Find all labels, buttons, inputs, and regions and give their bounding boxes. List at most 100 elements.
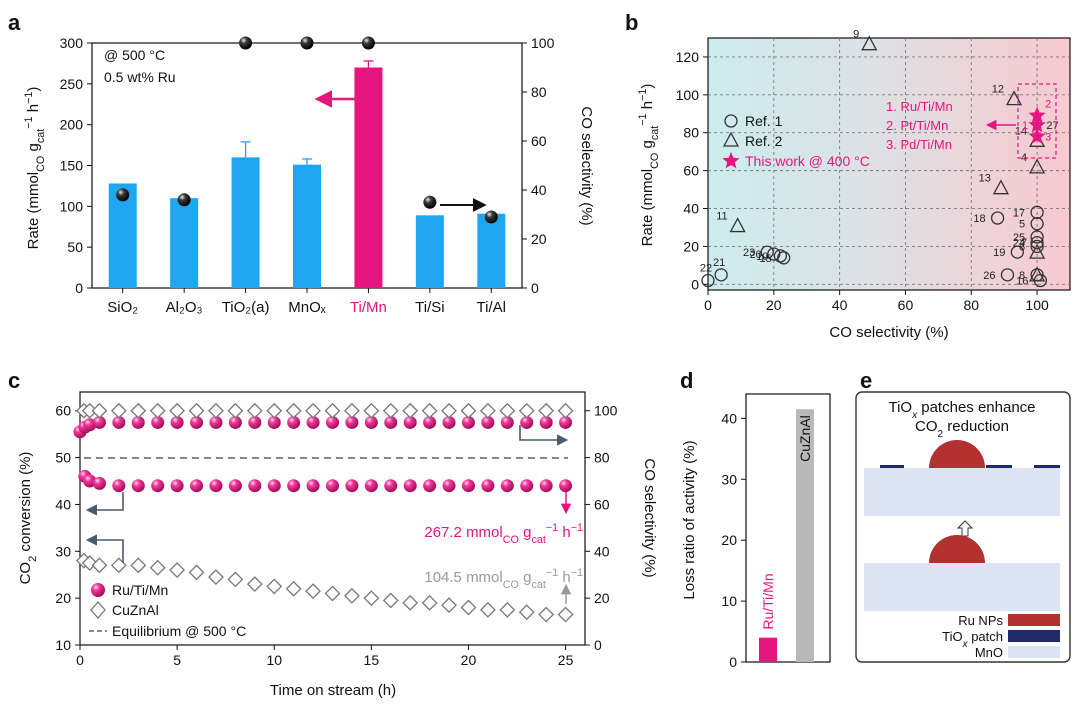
- rutimn-point: [520, 415, 534, 429]
- rutimn-point: [345, 415, 359, 429]
- ref2-point: [992, 179, 1009, 195]
- rutimn-point: [92, 415, 106, 429]
- legend-mno-swatch: [1008, 646, 1060, 658]
- rutimn-point: [170, 479, 184, 493]
- panel-b-y-axis-label: Rate (mmolCO gcat−1 h−1): [637, 84, 661, 247]
- y-tick-label: 30: [55, 543, 71, 559]
- panel-a-y-axis-label: Rate (mmolCO gcat−1 h−1): [23, 87, 47, 250]
- rate-bar: [354, 67, 383, 288]
- rutimn-point: [442, 479, 456, 493]
- cuznal-point: [324, 402, 341, 419]
- y-tick-label: 250: [60, 76, 84, 92]
- ref1-point: [1000, 268, 1015, 282]
- rutimn-point: [209, 415, 223, 429]
- panel-c-y2-axis-label: CO selectivity (%): [641, 458, 658, 577]
- x-tick-label: 0: [704, 297, 712, 313]
- y-tick-label: 60: [683, 163, 699, 179]
- rutimn-point: [190, 415, 204, 429]
- mno-slab-bottom: [864, 563, 1060, 611]
- panel-label-d: d: [680, 368, 693, 393]
- rutimn-point: [131, 415, 145, 429]
- ref1-point: [777, 251, 791, 265]
- legend-ru-nps-label: Ru NPs: [958, 613, 1003, 628]
- cuznal-point: [305, 402, 321, 419]
- cuznal-point: [382, 402, 399, 419]
- y-tick-label: 200: [60, 117, 84, 133]
- legend-triangle-marker: [722, 131, 740, 147]
- x-tick-label: 15: [364, 652, 380, 668]
- legend-diamond-marker: [90, 601, 106, 619]
- rutimn-point: [345, 479, 359, 493]
- panel-c-frame: [79, 391, 586, 646]
- bar-category-label: Ru/Ti/Mn: [760, 573, 776, 629]
- y2-tick-label: 100: [531, 35, 555, 51]
- this-work-point: [1028, 116, 1046, 133]
- rutimn-point: [403, 479, 417, 493]
- rutimn-point: [364, 479, 378, 493]
- ref1-point: [714, 268, 728, 282]
- rutimn-point: [423, 479, 437, 493]
- y2-tick-label: 20: [531, 231, 547, 247]
- cuznal-point: [402, 594, 419, 611]
- ref1-point: [1030, 235, 1044, 250]
- point-label: 5: [1019, 219, 1025, 231]
- rutimn-point: [306, 479, 320, 493]
- cuznal-point: [91, 402, 108, 419]
- panel-d-y-axis-label: Loss ratio of activity (%): [681, 440, 698, 599]
- rutimn-point: [461, 415, 475, 429]
- cuznal-point: [149, 559, 166, 576]
- panel-label-c: c: [8, 368, 20, 393]
- point-label: 1: [1022, 120, 1028, 132]
- cuznal-point: [518, 402, 535, 419]
- rutimn-point: [131, 479, 145, 493]
- y2-tick-label: 60: [594, 496, 610, 512]
- panel-c-arrow-conv-left: [85, 492, 124, 516]
- x-tick-label: 20: [461, 652, 477, 668]
- y-tick-label: 40: [721, 410, 737, 426]
- panel-label-b: b: [625, 10, 638, 35]
- rutimn-point: [92, 476, 106, 490]
- cuznal-point: [441, 402, 457, 419]
- cuznal-point: [110, 402, 127, 419]
- mno-slab-top: [864, 468, 1060, 516]
- legend-circle-marker: [724, 114, 738, 128]
- point-label: 9: [853, 29, 859, 41]
- y-tick-label: 60: [55, 403, 71, 419]
- rutimn-point: [228, 415, 242, 429]
- rutimn-point: [403, 415, 417, 429]
- cuznal-point: [421, 594, 438, 611]
- cuznal-point: [557, 606, 574, 623]
- panel-c-rate-annotation-cuznal: 104.5 mmolCO gcat−1 h−1: [424, 567, 583, 591]
- point-label: 10: [756, 251, 768, 263]
- x-tick-label: Al₂O₃: [166, 299, 203, 316]
- x-tick-label: 20: [766, 297, 782, 313]
- cuznal-point: [363, 590, 380, 607]
- ref2-point: [1029, 266, 1046, 282]
- x-tick-label: 5: [173, 652, 181, 668]
- rutimn-point: [384, 479, 398, 493]
- panel-d-frame: [745, 393, 831, 663]
- ref1-point: [1030, 239, 1044, 254]
- rate-bar: [477, 213, 506, 288]
- cuznal-point: [208, 402, 224, 419]
- point-label: 20: [750, 249, 762, 261]
- rutimn-point: [267, 479, 281, 493]
- y-tick-label: 120: [676, 49, 700, 65]
- x-tick-label: Ti/Al: [477, 299, 506, 316]
- rutimn-point: [170, 415, 184, 429]
- y-tick-label: 100: [60, 198, 84, 214]
- selectivity-point: [300, 36, 314, 50]
- panel-c-legend: Ru/Ti/Mn CuZnAl Equilibrium @ 500 °C: [89, 582, 246, 639]
- tiox-patch: [986, 465, 1012, 468]
- cuznal-point: [130, 402, 147, 419]
- cuznal-point: [402, 402, 419, 419]
- rutimn-point: [209, 479, 223, 493]
- panel-c-arrow-conv-left-2: [85, 534, 124, 563]
- this-work-point: [1028, 106, 1046, 123]
- cuznal-point: [266, 578, 283, 595]
- ref1-point: [701, 273, 715, 288]
- cuznal-point: [557, 402, 574, 419]
- rutimn-point: [287, 479, 301, 493]
- x-tick-label: 80: [963, 297, 979, 313]
- panel-c-chart: 10 20 30 40 50 60 0 20 40 60 80 100 0 5 10 15 20 25 267…: [17, 391, 658, 699]
